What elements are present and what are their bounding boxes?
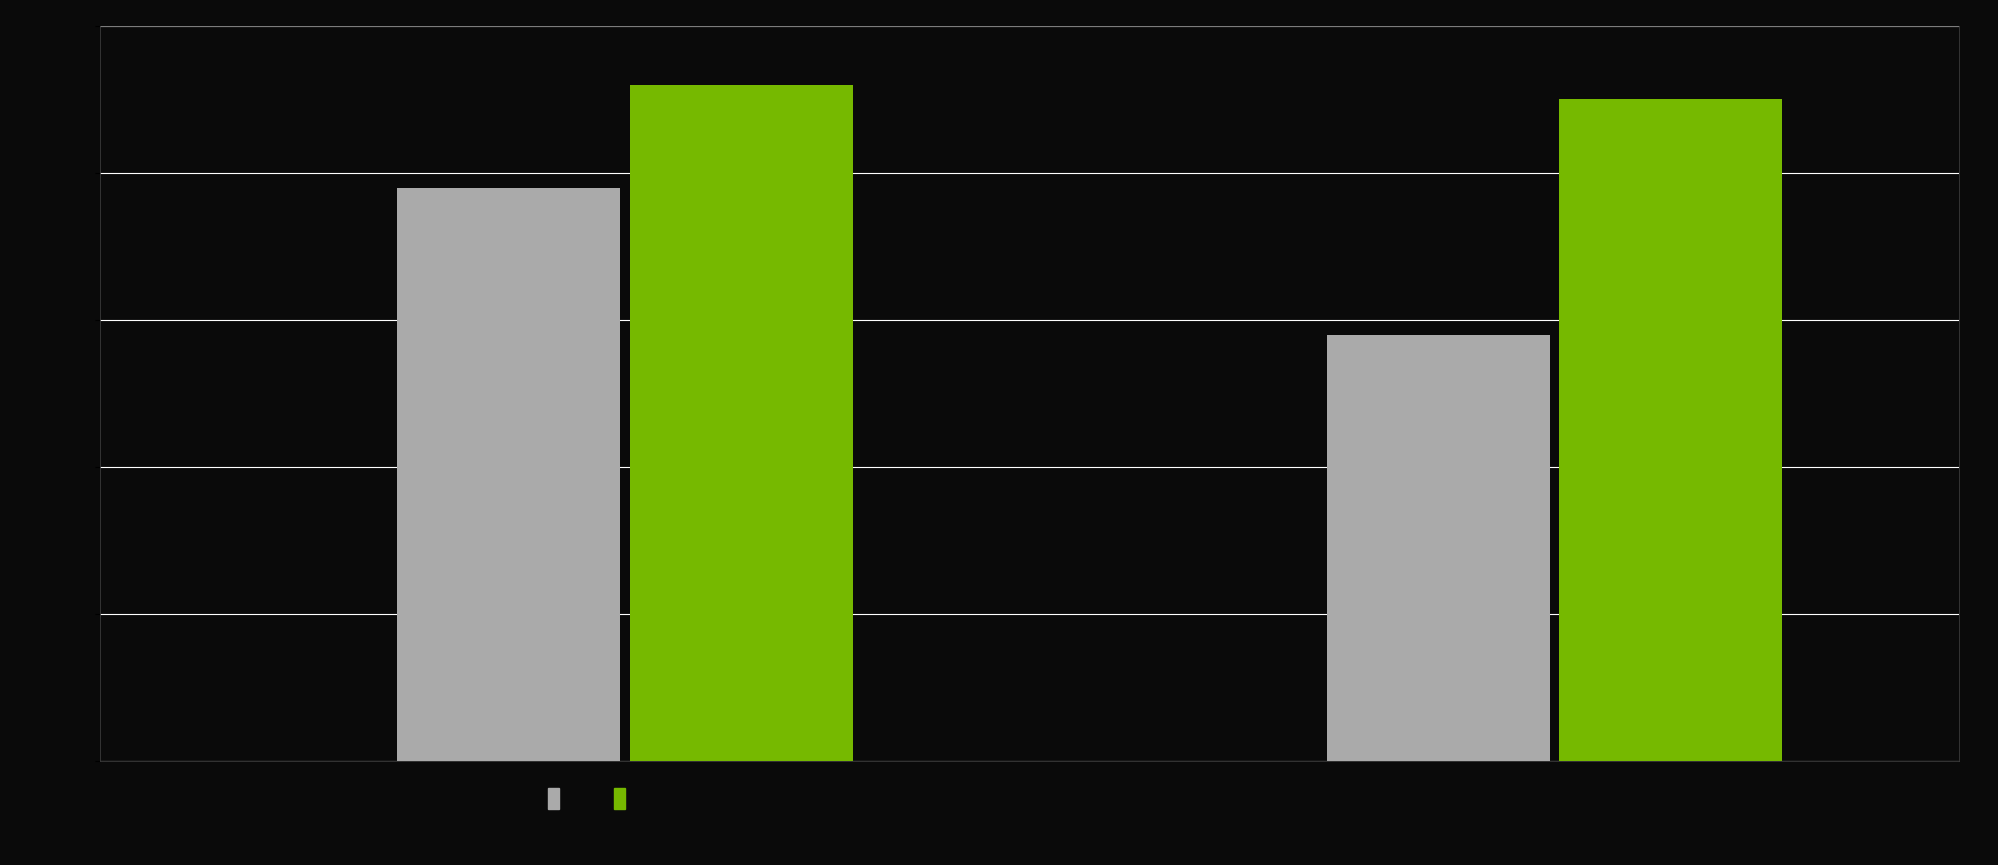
Bar [398, 188, 619, 761]
Bar [629, 85, 853, 761]
Legend: x86, Grace: x86, Grace [547, 788, 693, 810]
Bar [1558, 99, 1782, 761]
Bar [1327, 335, 1548, 761]
